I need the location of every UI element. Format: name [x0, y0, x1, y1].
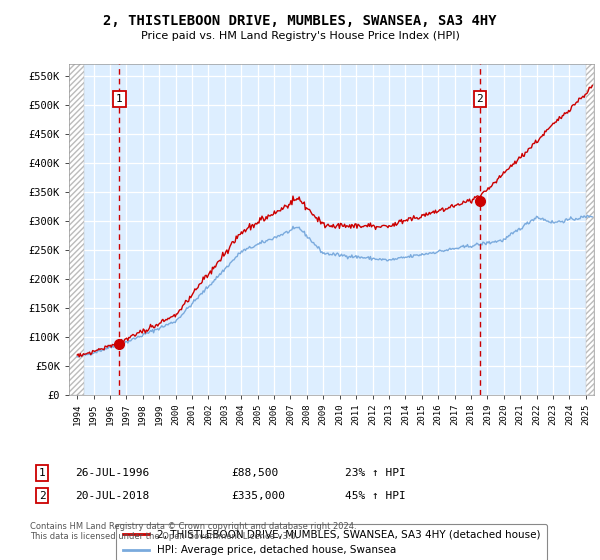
- Text: Contains HM Land Registry data © Crown copyright and database right 2024.
This d: Contains HM Land Registry data © Crown c…: [30, 522, 356, 542]
- Text: 23% ↑ HPI: 23% ↑ HPI: [345, 468, 406, 478]
- Text: 45% ↑ HPI: 45% ↑ HPI: [345, 491, 406, 501]
- Text: 2: 2: [476, 94, 484, 104]
- Text: 2: 2: [38, 491, 46, 501]
- Text: Price paid vs. HM Land Registry's House Price Index (HPI): Price paid vs. HM Land Registry's House …: [140, 31, 460, 41]
- Text: £88,500: £88,500: [231, 468, 278, 478]
- Text: 26-JUL-1996: 26-JUL-1996: [75, 468, 149, 478]
- Text: 1: 1: [116, 94, 123, 104]
- Text: £335,000: £335,000: [231, 491, 285, 501]
- Text: 20-JUL-2018: 20-JUL-2018: [75, 491, 149, 501]
- Text: 1: 1: [38, 468, 46, 478]
- Text: 2, THISTLEBOON DRIVE, MUMBLES, SWANSEA, SA3 4HY: 2, THISTLEBOON DRIVE, MUMBLES, SWANSEA, …: [103, 14, 497, 28]
- Legend: 2, THISTLEBOON DRIVE, MUMBLES, SWANSEA, SA3 4HY (detached house), HPI: Average p: 2, THISTLEBOON DRIVE, MUMBLES, SWANSEA, …: [116, 524, 547, 560]
